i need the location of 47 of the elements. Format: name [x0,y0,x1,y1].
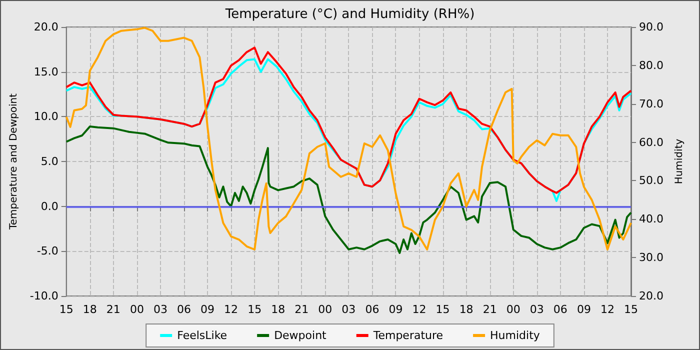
y2-tick-label: 90.0 [639,20,664,34]
x-tick-label: 18 [82,303,97,316]
y2-tick-label: 30.0 [639,251,664,264]
x-tick-label: 12 [224,303,238,316]
y-tick-label: 10.0 [34,110,58,124]
x-tick-label: 03 [530,303,544,316]
x-tick-label: 06 [176,303,191,316]
y2-tick-label: 70.0 [639,97,664,110]
x-tick-label: 18 [459,303,474,316]
y2-tick-label: 20.0 [639,290,664,302]
y-tick-label: -5.0 [36,244,58,258]
x-tick-label: 15 [436,303,450,316]
x-tick-label: 09 [388,303,403,316]
legend-label: FeelsLike [177,329,228,342]
x-tick-label: 06 [553,303,568,316]
y2-tick-label: 50.0 [639,174,664,188]
y-tick-label: 0.0 [40,200,58,213]
x-tick-label: 21 [294,303,309,316]
x-tick-label: 09 [200,303,215,316]
x-tick-label: 15 [59,303,74,316]
x-tick-label: 03 [153,303,168,316]
y-tick-label: 15.0 [34,65,58,78]
x-tick-label: 18 [271,303,286,316]
y2-tick-label: 40.0 [639,212,664,226]
x-tick-label: 06 [365,303,380,316]
legend-label: Temperature [372,329,444,342]
x-tick-label: 09 [576,303,591,316]
x-tick-label: 00 [318,303,332,316]
y-tick-label: 20.0 [34,20,58,34]
y2-axis-title: Humidity [674,138,685,184]
y-axis-title: Temperature and Dewpoint [8,93,20,231]
x-tick-label: 03 [342,303,356,316]
x-tick-label: 15 [624,303,638,316]
chart-title: Temperature (°C) and Humidity (RH%) [224,7,475,22]
x-tick-label: 00 [506,303,520,316]
y2-tick-label: 60.0 [639,136,664,149]
x-tick-label: 21 [106,303,120,316]
legend-label: Dewpoint [274,329,328,342]
legend-label: Humidity [490,329,540,342]
y-tick-label: 5.0 [40,155,58,168]
x-tick-label: 00 [130,303,144,316]
x-tick-label: 12 [600,303,614,316]
x-tick-label: 21 [482,303,497,316]
x-tick-label: 12 [412,303,426,316]
y-tick-label: -10.0 [30,290,58,302]
y2-tick-label: 80.0 [639,58,664,72]
x-tick-label: 15 [248,303,262,316]
